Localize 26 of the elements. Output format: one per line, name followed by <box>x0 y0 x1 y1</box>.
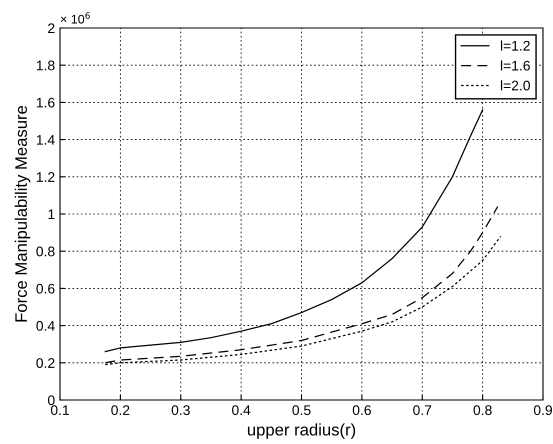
y-axis-title: Force Manipulability Measure <box>14 106 30 322</box>
x-tick-label: 0.8 <box>474 405 492 416</box>
x-axis-title: upper radius(r) <box>248 423 356 439</box>
y-tick-label: 1.2 <box>36 172 54 182</box>
x-tick-label: 0.4 <box>232 405 250 416</box>
y-tick-label: 1 <box>48 209 54 220</box>
x-tick-label: 0.2 <box>111 405 130 416</box>
y-tick-label: 1.8 <box>36 60 55 70</box>
x-tick-label: 0.9 <box>534 405 552 416</box>
legend-label: l=1.2 <box>500 40 530 51</box>
x-tick-label: 0.1 <box>50 405 69 416</box>
y-tick-label: 0.2 <box>36 358 54 368</box>
x-tick-label: 0.3 <box>172 405 190 416</box>
y-tick-label: 0.6 <box>36 284 55 294</box>
y-tick-label: 0 <box>48 395 55 406</box>
text: × 10$^{6}$ <box>60 12 90 24</box>
y-tick-label: 1.6 <box>36 98 55 108</box>
legend-label: l=2.0 <box>500 80 530 90</box>
y-tick-label: 1.4 <box>36 135 55 145</box>
y-tick-label: 2 <box>48 23 54 34</box>
y-tick-label: 0.4 <box>36 320 55 331</box>
x-tick-label: 0.5 <box>292 405 311 416</box>
y-tick-label: 0.8 <box>36 246 55 256</box>
legend-label: l=1.6 <box>500 60 530 71</box>
x-tick-label: 0.6 <box>352 405 371 416</box>
x-tick-label: 0.7 <box>413 405 432 416</box>
